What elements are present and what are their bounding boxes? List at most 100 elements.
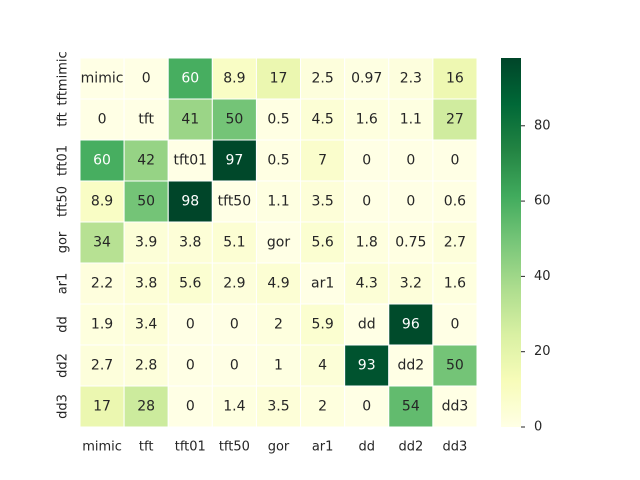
heatmap-cell-label-3-4: 1.1 xyxy=(267,194,289,210)
heatmap-cell-label-7-6: 93 xyxy=(358,358,376,374)
heatmap-cell-label-3-5: 3.5 xyxy=(311,194,333,210)
heatmap-cell-label-4-6: 1.8 xyxy=(356,235,378,251)
heatmap-cell-label-7-5: 4 xyxy=(318,358,327,374)
heatmap-cell-label-3-7: 0 xyxy=(406,194,415,210)
heatmap-cell-4-2 xyxy=(167,221,213,264)
heatmap-cell-label-0-2: 60 xyxy=(181,71,199,87)
heatmap-cell-label-2-7: 0 xyxy=(406,153,415,169)
heatmap-cell-2-2 xyxy=(167,139,213,182)
heatmap-cell-label-2-0: 60 xyxy=(93,153,111,169)
heatmap-cell-label-5-4: 4.9 xyxy=(267,276,289,292)
heatmap-cell-5-8 xyxy=(432,262,478,305)
colorbar-tick-label: 0 xyxy=(534,420,542,435)
heatmap-cell-label-1-3: 50 xyxy=(225,112,243,128)
heatmap-cell-label-2-1: 42 xyxy=(137,153,155,169)
colorbar-tick-label: 20 xyxy=(534,344,551,359)
heatmap-cell-0-0 xyxy=(79,57,125,100)
heatmap-cell-label-7-1: 2.8 xyxy=(135,358,157,374)
heatmap-cell-label-8-2: 0 xyxy=(186,399,195,415)
heatmap-cell-label-3-2: 98 xyxy=(181,194,199,210)
heatmap-cell-label-1-0: 0 xyxy=(98,112,107,128)
heatmap-cell-label-5-7: 3.2 xyxy=(400,276,422,292)
heatmap-cell-7-0 xyxy=(79,344,125,387)
heatmap-cell-7-6 xyxy=(344,344,390,387)
heatmap-cell-label-4-3: 5.1 xyxy=(223,235,245,251)
heatmap-cell-label-2-2: tft01 xyxy=(174,153,207,169)
heatmap-cell-label-5-2: 5.6 xyxy=(179,276,201,292)
heatmap-cell-5-1 xyxy=(123,262,169,305)
heatmap-cell-4-5 xyxy=(300,221,346,264)
heatmap-cell-label-8-6: 0 xyxy=(362,399,371,415)
x-tick-label-tft01: tft01 xyxy=(175,440,206,455)
colorbar-tick-label: 80 xyxy=(534,118,551,133)
heatmap-cell-label-6-4: 2 xyxy=(274,317,283,333)
heatmap-cell-4-6 xyxy=(344,221,390,264)
heatmap-cell-label-6-3: 0 xyxy=(230,317,239,333)
heatmap-cell-label-7-7: dd2 xyxy=(397,358,424,374)
heatmap-cell-label-3-3: tft50 xyxy=(218,194,251,210)
heatmap-cell-7-5 xyxy=(300,344,346,387)
heatmap-cell-7-4 xyxy=(255,344,302,387)
y-tick-label-dd2: dd2 xyxy=(56,353,71,378)
y-tick-label-dd3: dd3 xyxy=(56,394,71,419)
heatmap-cell-0-7 xyxy=(388,57,434,100)
heatmap-cell-8-3 xyxy=(211,385,257,428)
heatmap-cell-label-1-7: 1.1 xyxy=(400,112,422,128)
heatmap-cell-label-6-8: 0 xyxy=(450,317,459,333)
y-tick-label-tft: tft xyxy=(56,112,71,127)
heatmap-cell-1-7 xyxy=(388,98,434,141)
heatmap-cell-label-3-8: 0.6 xyxy=(444,194,466,210)
heatmap-cell-label-7-3: 0 xyxy=(230,358,239,374)
heatmap-cell-label-0-6: 0.97 xyxy=(351,71,382,87)
y-tick-label-tftmimic: tftmimic xyxy=(56,51,71,105)
heatmap-cell-label-8-4: 3.5 xyxy=(267,399,289,415)
y-tick-label-dd: dd xyxy=(56,316,71,333)
heatmap-cell-label-2-8: 0 xyxy=(450,153,459,169)
x-tick-label-dd: dd xyxy=(358,440,375,455)
heatmap-cell-label-8-1: 28 xyxy=(137,399,155,415)
heatmap-cell-3-1 xyxy=(123,180,169,223)
heatmap-cell-label-6-7: 96 xyxy=(402,317,420,333)
heatmap-cell-label-5-6: 4.3 xyxy=(356,276,378,292)
heatmap-cell-4-8 xyxy=(432,221,478,264)
heatmap-cell-8-8 xyxy=(432,385,478,428)
x-tick-label-dd2: dd2 xyxy=(398,440,423,455)
heatmap-cell-6-4 xyxy=(255,303,302,346)
y-tick-labels: tftmimic tft tft01 tft50 gor ar1 dd dd2 dd3 xyxy=(56,51,71,419)
x-tick-label-tft: tft xyxy=(139,440,154,455)
heatmap-cell-1-4 xyxy=(255,98,302,141)
x-tick-label-mimic: mimic xyxy=(82,440,122,455)
heatmap-cell-label-5-8: 1.6 xyxy=(444,276,466,292)
colorbar-ticks: 0 20 40 60 80 xyxy=(521,118,551,435)
heatmap-cell-0-1 xyxy=(123,57,169,100)
heatmap-cell-7-3 xyxy=(211,344,257,387)
heatmap-cell-label-6-2: 0 xyxy=(186,317,195,333)
heatmap-cell-7-8 xyxy=(432,344,478,387)
heatmap-cell-8-5 xyxy=(300,385,346,428)
heatmap-cell-label-5-1: 3.8 xyxy=(135,276,157,292)
heatmap-cell-label-4-2: 3.8 xyxy=(179,235,201,251)
heatmap-cell-label-0-3: 8.9 xyxy=(223,71,245,87)
heatmap-cell-label-6-0: 1.9 xyxy=(91,317,113,333)
heatmap-cell-label-4-7: 0.75 xyxy=(395,235,426,251)
heatmap-cell-label-8-3: 1.4 xyxy=(223,399,245,415)
heatmap-cell-5-0 xyxy=(79,262,125,305)
heatmap-cell-label-1-6: 1.6 xyxy=(356,112,378,128)
heatmap-cell-label-5-0: 2.2 xyxy=(91,276,113,292)
heatmap-cell-5-4 xyxy=(255,262,302,305)
heatmap-cell-8-6 xyxy=(344,385,390,428)
heatmap-cell-label-1-8: 27 xyxy=(446,112,464,128)
heatmap-cell-1-6 xyxy=(344,98,390,141)
heatmap-cell-4-3 xyxy=(211,221,257,264)
y-tick-label-tft01: tft01 xyxy=(56,145,71,176)
heatmap-cells xyxy=(79,57,478,428)
colorbar-tick-label: 40 xyxy=(534,269,551,284)
colorbar: 0 20 40 60 80 xyxy=(501,58,551,435)
heatmap-cell-1-2 xyxy=(167,98,213,141)
heatmap-cell-0-5 xyxy=(300,57,346,100)
heatmap-cell-2-3 xyxy=(211,139,257,182)
heatmap-cell-3-0 xyxy=(79,180,125,223)
y-tick-label-tft50: tft50 xyxy=(56,186,71,217)
heatmap-cell-label-4-0: 34 xyxy=(93,235,111,251)
